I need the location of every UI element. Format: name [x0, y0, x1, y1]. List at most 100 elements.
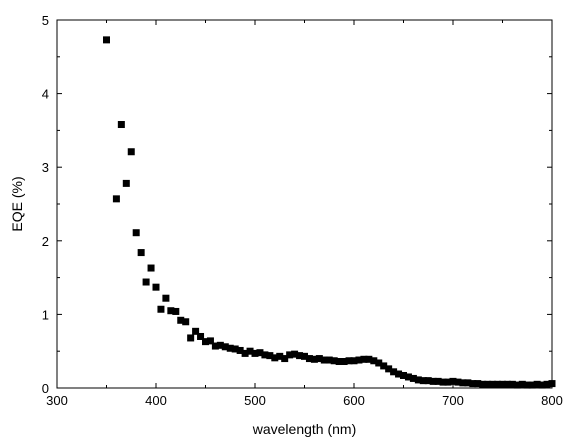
data-point [365, 355, 373, 363]
data-point [335, 358, 343, 366]
data-point [127, 148, 135, 156]
data-point [157, 305, 165, 313]
y-tick-labels: 0 1 2 3 4 5 [42, 13, 49, 396]
data-point [340, 358, 348, 366]
data-point [187, 334, 195, 342]
data-point [206, 337, 214, 345]
data-point [291, 350, 299, 358]
data-point [266, 352, 274, 360]
x-tick-label: 400 [145, 393, 167, 408]
x-tick-label: 600 [343, 393, 365, 408]
data-point [484, 380, 492, 388]
y-tick-label: 2 [42, 234, 49, 249]
data-point [281, 355, 289, 363]
data-point [380, 362, 388, 370]
data-point [434, 377, 442, 385]
y-tick-label: 4 [42, 87, 49, 102]
data-point [231, 345, 239, 353]
data-point [256, 349, 264, 357]
data-point [355, 356, 363, 364]
data-point [503, 380, 511, 388]
data-point [469, 380, 477, 388]
data-point [202, 338, 209, 346]
data-point [350, 357, 358, 365]
data-point [320, 356, 328, 364]
data-point [424, 377, 432, 385]
data-point [221, 343, 229, 351]
data-point [296, 352, 304, 360]
data-point [439, 378, 447, 386]
x-tick-label: 700 [442, 393, 464, 408]
data-point [197, 332, 205, 340]
data-point [152, 283, 160, 291]
data-point [409, 374, 417, 382]
data-point [286, 351, 294, 359]
data-point [251, 349, 259, 357]
data-point [454, 378, 462, 386]
y-tick-label: 3 [42, 160, 49, 175]
data-point [236, 346, 244, 354]
data-point [375, 359, 383, 367]
data-point [172, 307, 180, 315]
data-point [513, 381, 521, 389]
data-point [395, 370, 403, 378]
data-point [330, 357, 338, 365]
axis-ticks [56, 19, 553, 389]
data-point [419, 377, 427, 385]
data-point [192, 327, 200, 335]
data-point [182, 318, 190, 326]
y-axis-label: EQE (%) [9, 176, 25, 231]
data-point [261, 351, 269, 359]
data-point [226, 344, 234, 352]
data-point [271, 354, 279, 362]
plot-frame [56, 19, 553, 389]
data-point [177, 316, 185, 324]
data-point [122, 179, 130, 187]
data-point [508, 380, 516, 388]
data-point [117, 121, 125, 129]
data-points [103, 36, 556, 389]
data-point [137, 249, 145, 257]
x-tick-label: 800 [541, 393, 563, 408]
data-point [459, 379, 467, 387]
data-point [464, 379, 472, 387]
data-point [474, 380, 482, 388]
data-point [211, 342, 219, 350]
data-point [162, 294, 170, 302]
data-point [543, 380, 551, 388]
data-point [385, 365, 393, 373]
data-point [449, 377, 457, 385]
y-tick-label: 5 [42, 13, 49, 28]
data-point [103, 36, 110, 44]
data-point [518, 380, 526, 388]
data-point [301, 352, 308, 360]
data-point [528, 381, 536, 389]
data-point [167, 307, 175, 315]
x-axis-label: wavelength (nm) [252, 421, 357, 437]
data-point [142, 278, 150, 286]
data-point [370, 357, 378, 365]
x-tick-label: 500 [244, 393, 266, 408]
data-point [276, 352, 284, 360]
data-point [325, 356, 333, 364]
data-point [404, 373, 412, 381]
data-point [305, 355, 313, 363]
data-point [414, 376, 422, 384]
x-tick-label: 300 [46, 393, 68, 408]
data-point [246, 347, 254, 355]
data-point [216, 341, 224, 349]
data-point [429, 377, 437, 385]
data-point [310, 355, 318, 363]
y-tick-label: 1 [42, 307, 49, 322]
data-point [444, 378, 452, 386]
data-point [400, 371, 407, 379]
y-tick-label: 0 [42, 381, 49, 396]
data-point [494, 380, 502, 388]
data-point [538, 381, 546, 389]
data-point [523, 381, 531, 389]
data-point [241, 349, 249, 357]
data-point [533, 380, 541, 388]
data-point [499, 380, 506, 388]
data-point [489, 380, 497, 388]
